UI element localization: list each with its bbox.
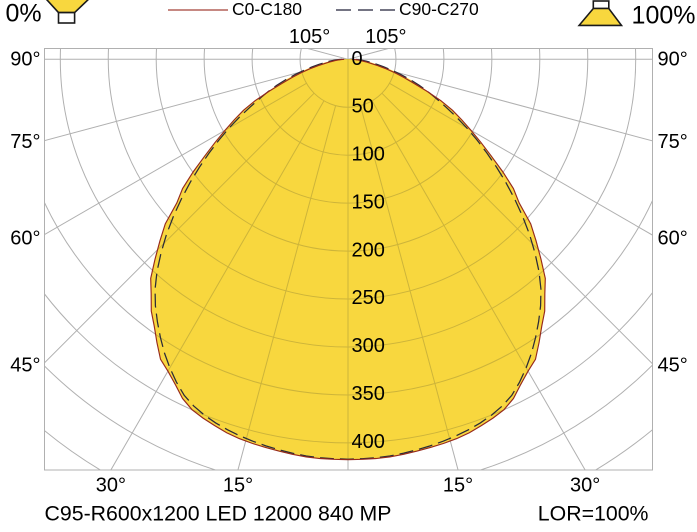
svg-text:60°: 60° (10, 228, 40, 250)
svg-text:C90-C270: C90-C270 (399, 0, 479, 19)
svg-text:60°: 60° (658, 228, 688, 250)
svg-text:90°: 90° (658, 49, 688, 71)
svg-text:45°: 45° (658, 355, 688, 377)
svg-text:15°: 15° (223, 475, 253, 497)
svg-text:90°: 90° (10, 49, 40, 71)
svg-text:350: 350 (352, 383, 385, 405)
svg-text:105°: 105° (365, 26, 406, 48)
svg-text:50: 50 (352, 96, 374, 118)
svg-text:250: 250 (352, 287, 385, 309)
svg-text:0: 0 (352, 48, 363, 70)
svg-text:200: 200 (352, 239, 385, 261)
svg-text:100%: 100% (632, 2, 696, 30)
svg-text:100: 100 (352, 143, 385, 165)
svg-text:0%: 0% (6, 0, 42, 28)
svg-text:30°: 30° (96, 475, 126, 497)
svg-text:45°: 45° (10, 355, 40, 377)
svg-text:75°: 75° (658, 131, 688, 153)
svg-text:400: 400 (352, 431, 385, 453)
svg-text:30°: 30° (570, 475, 600, 497)
svg-text:C95-R600x1200 LED 12000 840 MP: C95-R600x1200 LED 12000 840 MP (45, 502, 392, 526)
svg-text:75°: 75° (10, 131, 40, 153)
svg-text:15°: 15° (443, 475, 473, 497)
svg-text:300: 300 (352, 335, 385, 357)
svg-text:105°: 105° (289, 26, 330, 48)
svg-text:C0-C180: C0-C180 (232, 0, 302, 19)
svg-text:150: 150 (352, 191, 385, 213)
svg-text:LOR=100%: LOR=100% (538, 502, 649, 526)
